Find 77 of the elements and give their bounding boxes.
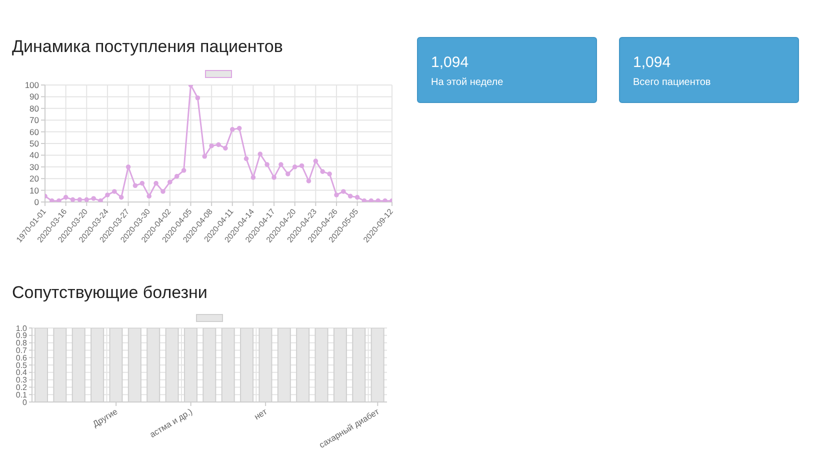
y-tick-label: 1.0: [16, 324, 28, 333]
point: [250, 175, 256, 180]
point: [174, 174, 180, 179]
point: [272, 175, 276, 180]
point: [341, 189, 346, 194]
point: [91, 196, 96, 201]
point: [118, 194, 124, 200]
point: [286, 172, 290, 176]
point: [327, 172, 332, 176]
y-tick-label: 0.7: [16, 346, 28, 356]
point: [195, 95, 200, 100]
y-tick-label: 0.2: [16, 383, 28, 392]
point: [154, 180, 158, 186]
point: [112, 189, 117, 194]
chart-title: Динамика поступления пациентов: [12, 37, 283, 57]
point: [278, 162, 284, 167]
y-tick-label: 0: [34, 197, 40, 208]
y-tick-label: 30: [30, 162, 40, 172]
y-tick-label: 0.6: [16, 353, 28, 362]
y-tick-label: 20: [30, 174, 40, 184]
point: [160, 189, 166, 194]
point: [202, 154, 208, 159]
text: На этой неделе: [431, 77, 504, 89]
y-tick-label: 0.4: [16, 368, 28, 378]
y-tick-label: 0.3: [16, 376, 28, 385]
text: 1,094: [431, 54, 469, 72]
point: [168, 180, 172, 185]
point: [63, 194, 68, 200]
y-tick-label: 100: [24, 80, 40, 90]
point: [244, 156, 249, 162]
x-tick-label: нет: [252, 406, 269, 422]
y-tick-label: 90: [30, 92, 40, 102]
point: [105, 192, 110, 198]
y-tick-label: 60: [30, 126, 40, 137]
point: [181, 168, 186, 173]
point: [258, 152, 263, 156]
y-tick-label: 0.5: [16, 360, 28, 370]
point: [306, 178, 312, 184]
point: [382, 198, 388, 202]
point: [376, 198, 381, 202]
y-tick-label: 0.9: [16, 331, 28, 340]
point: [348, 194, 353, 199]
text: 1,094: [633, 54, 671, 72]
point: [56, 198, 62, 202]
point: [362, 198, 367, 202]
point: [50, 198, 54, 202]
point: [292, 164, 298, 170]
y-tick-label: 80: [30, 103, 40, 114]
point: [209, 143, 214, 148]
point: [140, 180, 145, 186]
point: [216, 142, 221, 148]
y-tick-label: 0.8: [16, 338, 28, 348]
point: [126, 164, 131, 170]
y-tick-label: 10: [30, 185, 40, 196]
point: [70, 197, 76, 202]
point: [132, 183, 138, 188]
point: [320, 169, 325, 174]
point: [264, 162, 270, 167]
point: [230, 127, 235, 132]
point: [223, 146, 228, 151]
point: [368, 198, 374, 202]
point: [236, 126, 242, 131]
y-tick-label: 40: [30, 150, 40, 160]
point: [146, 194, 152, 199]
y-tick-label: 70: [30, 115, 40, 126]
point: [84, 197, 90, 202]
point: [313, 158, 318, 164]
y-tick-label: 0.1: [16, 390, 28, 400]
point: [299, 163, 304, 168]
text: Всего пациентов: [633, 77, 711, 89]
y-tick-label: 50: [30, 138, 40, 149]
chart-title: Сопутствующие болезни: [12, 283, 208, 303]
y-tick-label: 0: [22, 398, 28, 407]
point: [334, 192, 339, 198]
point: [98, 198, 103, 202]
point: [354, 194, 360, 200]
point: [77, 197, 82, 202]
